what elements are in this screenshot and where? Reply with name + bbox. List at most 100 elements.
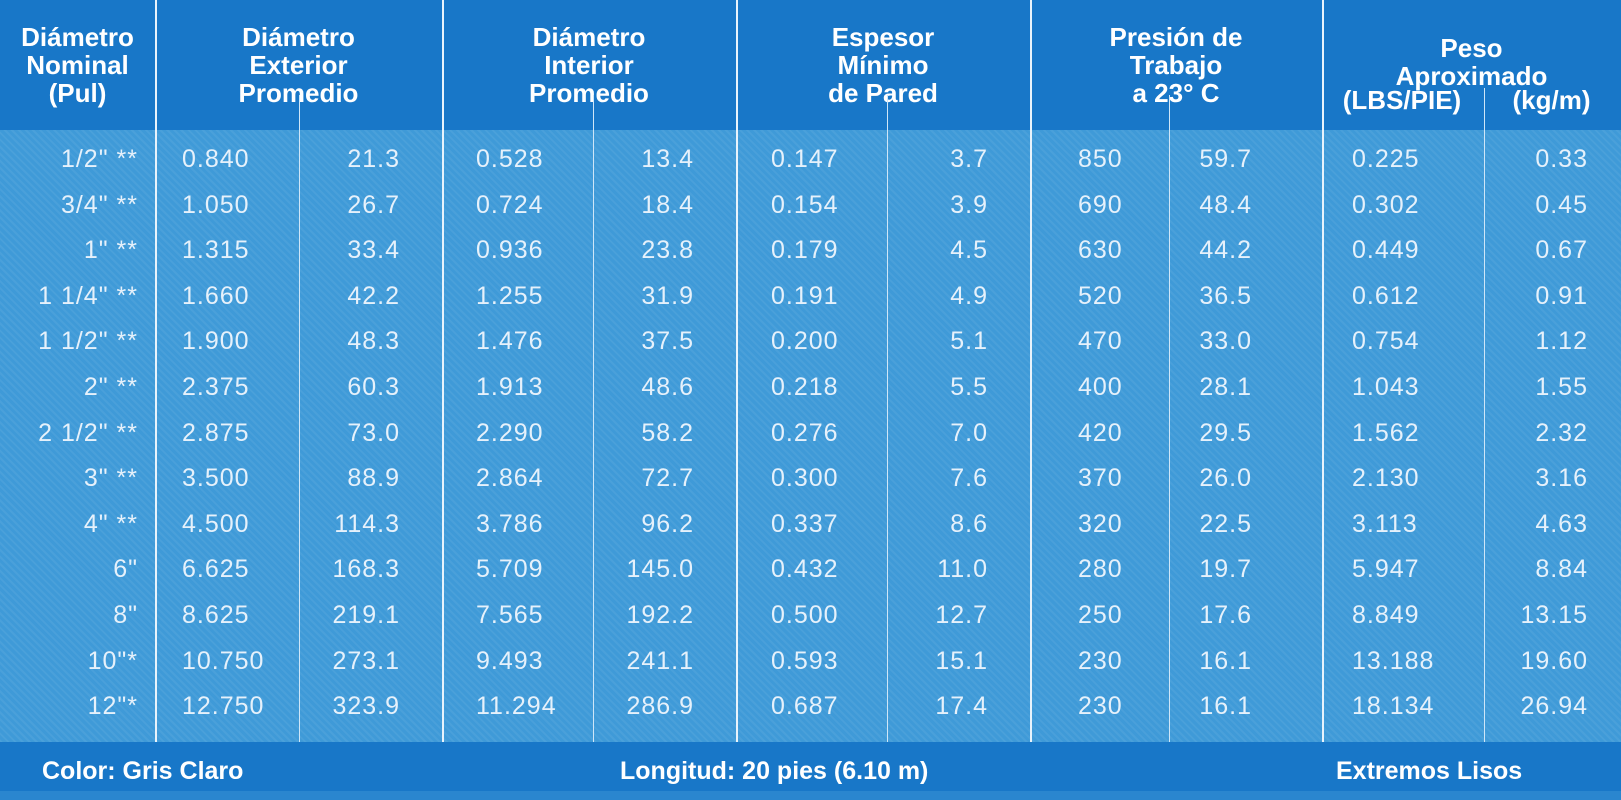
cell-ext-mm: 73.0	[347, 418, 400, 447]
cell-presion-kg: 48.4	[1199, 190, 1252, 219]
cell-peso-lbs: 2.130	[1352, 464, 1420, 493]
cell-ext-mm: 48.3	[347, 327, 400, 356]
cell-peso-lbs: 13.188	[1352, 646, 1435, 675]
cell-esp-in: 0.276	[771, 418, 839, 447]
cell-esp-in: 0.337	[771, 509, 839, 538]
cell-esp-in: 0.500	[771, 601, 839, 629]
cell-ext-mm: 88.9	[347, 464, 400, 493]
cell-int-mm: 241.1	[626, 646, 694, 675]
cell-presion-psi: 250	[1078, 601, 1123, 629]
header-peso-lbs: (LBS/PIE)	[1342, 85, 1462, 115]
table-header: Diámetro Nominal (Pul) Diámetro Exterior…	[0, 0, 1621, 130]
cell-ext-mm: 60.3	[347, 373, 400, 401]
cell-ext-in: 2.375	[182, 373, 250, 401]
cell-ext-in: 2.875	[182, 418, 250, 447]
cell-nominal: 6"	[113, 555, 138, 584]
cell-presion-psi: 280	[1078, 555, 1123, 584]
cell-int-mm: 13.4	[641, 145, 694, 173]
cell-int-mm: 23.8	[641, 236, 694, 265]
cell-nominal: 3" **	[83, 464, 138, 493]
cell-peso-kg: 1.55	[1535, 373, 1588, 401]
footer-extremos: Extremos Lisos	[1336, 757, 1523, 785]
cell-ext-in: 12.750	[182, 692, 265, 721]
cell-presion-kg: 16.1	[1199, 646, 1252, 675]
column-divider	[1030, 0, 1032, 742]
cell-nominal: 2 1/2" **	[38, 418, 138, 447]
cell-esp-mm: 5.5	[950, 373, 988, 401]
cell-nominal: 1 1/4" **	[38, 281, 138, 310]
cell-ext-mm: 168.3	[332, 555, 400, 584]
cell-int-mm: 31.9	[641, 281, 694, 310]
cell-int-mm: 48.6	[641, 373, 694, 401]
cell-ext-mm: 21.3	[347, 145, 400, 173]
cell-ext-mm: 114.3	[334, 509, 400, 538]
footer-longitud: Longitud: 20 pies (6.10 m)	[620, 757, 929, 785]
cell-nominal: 2" **	[83, 373, 138, 401]
table-row: 3/4" ** 1.050 26.7 0.724 18.4 0.154 3.9 690 48.4…	[0, 182, 1621, 228]
cell-nominal: 4" **	[83, 509, 138, 538]
cell-ext-in: 1.050	[182, 190, 250, 219]
cell-nominal: 8"	[113, 601, 138, 629]
cell-ext-mm: 323.9	[332, 692, 400, 721]
footer-color: Color: Gris Claro	[42, 757, 244, 785]
cell-esp-mm: 7.0	[950, 418, 988, 447]
cell-peso-kg: 8.84	[1535, 555, 1588, 584]
cell-esp-in: 0.200	[771, 327, 839, 356]
cell-int-in: 0.528	[476, 145, 544, 173]
cell-peso-kg: 0.67	[1535, 236, 1588, 265]
cell-nominal: 3/4" **	[60, 190, 138, 219]
cell-ext-in: 1.900	[182, 327, 250, 356]
cell-esp-mm: 5.1	[950, 327, 988, 356]
cell-peso-lbs: 0.225	[1352, 145, 1420, 173]
cell-ext-in: 1.315	[182, 236, 250, 265]
cell-presion-kg: 33.0	[1199, 327, 1252, 356]
cell-peso-lbs: 0.449	[1352, 236, 1420, 265]
cell-peso-kg: 0.45	[1535, 190, 1588, 219]
table-row: 2" ** 2.375 60.3 1.913 48.6 0.218 5.5 400 28.1 1.…	[0, 364, 1621, 410]
cell-ext-in: 0.840	[182, 145, 250, 173]
header-espesor: Espesor Mínimo de Pared	[828, 22, 938, 108]
cell-int-mm: 18.4	[641, 190, 694, 219]
cell-int-mm: 286.9	[626, 692, 694, 721]
cell-int-mm: 37.5	[641, 327, 694, 356]
cell-int-in: 1.255	[476, 281, 544, 310]
subcolumn-divider	[299, 95, 300, 742]
cell-ext-in: 3.500	[182, 464, 250, 493]
table-row: 4" ** 4.500 114.3 3.786 96.2 0.337 8.6 320 22.5 3…	[0, 501, 1621, 547]
cell-peso-lbs: 5.947	[1352, 555, 1420, 584]
cell-presion-kg: 36.5	[1199, 281, 1252, 310]
cell-presion-kg: 16.1	[1199, 692, 1252, 721]
cell-peso-kg: 19.60	[1520, 646, 1588, 675]
cell-peso-kg: 2.32	[1535, 418, 1588, 447]
cell-nominal: 10"*	[87, 646, 138, 675]
cell-peso-kg: 0.91	[1535, 281, 1588, 310]
cell-peso-lbs: 0.302	[1352, 190, 1420, 219]
cell-presion-psi: 230	[1078, 646, 1123, 675]
cell-int-in: 2.864	[476, 464, 544, 493]
cell-peso-lbs: 0.754	[1352, 327, 1420, 356]
table-row: 12"* 12.750 323.9 11.294 286.9 0.687 17.4 230 16…	[0, 683, 1621, 729]
cell-peso-lbs: 1.562	[1352, 418, 1420, 447]
column-divider	[736, 0, 738, 742]
cell-int-in: 5.709	[476, 555, 544, 584]
cell-ext-in: 1.660	[182, 281, 250, 310]
cell-int-in: 7.565	[476, 601, 544, 629]
header-peso-kg: (kg/m)	[1512, 85, 1591, 115]
cell-presion-kg: 22.5	[1199, 509, 1252, 538]
cell-peso-lbs: 1.043	[1352, 373, 1420, 401]
cell-esp-mm: 4.5	[950, 236, 988, 265]
cell-presion-kg: 19.7	[1199, 555, 1252, 584]
cell-int-in: 9.493	[476, 646, 544, 675]
header-nominal: Diámetro Nominal (Pul)	[21, 22, 134, 108]
table-row: 8" 8.625 219.1 7.565 192.2 0.500 12.7 250 17.6 8.…	[0, 592, 1621, 638]
header-presion: Presión de Trabajo a 23° C	[1109, 22, 1243, 108]
cell-peso-kg: 0.33	[1535, 145, 1588, 173]
table-row: 6" 6.625 168.3 5.709 145.0 0.432 11.0 280 19.7 5.…	[0, 546, 1621, 592]
cell-peso-lbs: 18.134	[1352, 692, 1435, 721]
cell-esp-in: 0.147	[771, 145, 839, 173]
cell-peso-kg: 1.12	[1535, 327, 1588, 356]
cell-ext-mm: 42.2	[347, 281, 400, 310]
table-row: 1 1/2" ** 1.900 48.3 1.476 37.5 0.200 5.1 470 33…	[0, 318, 1621, 364]
table-row: 1 1/4" ** 1.660 42.2 1.255 31.9 0.191 4.9 520 36…	[0, 273, 1621, 319]
cell-presion-psi: 370	[1078, 464, 1123, 493]
